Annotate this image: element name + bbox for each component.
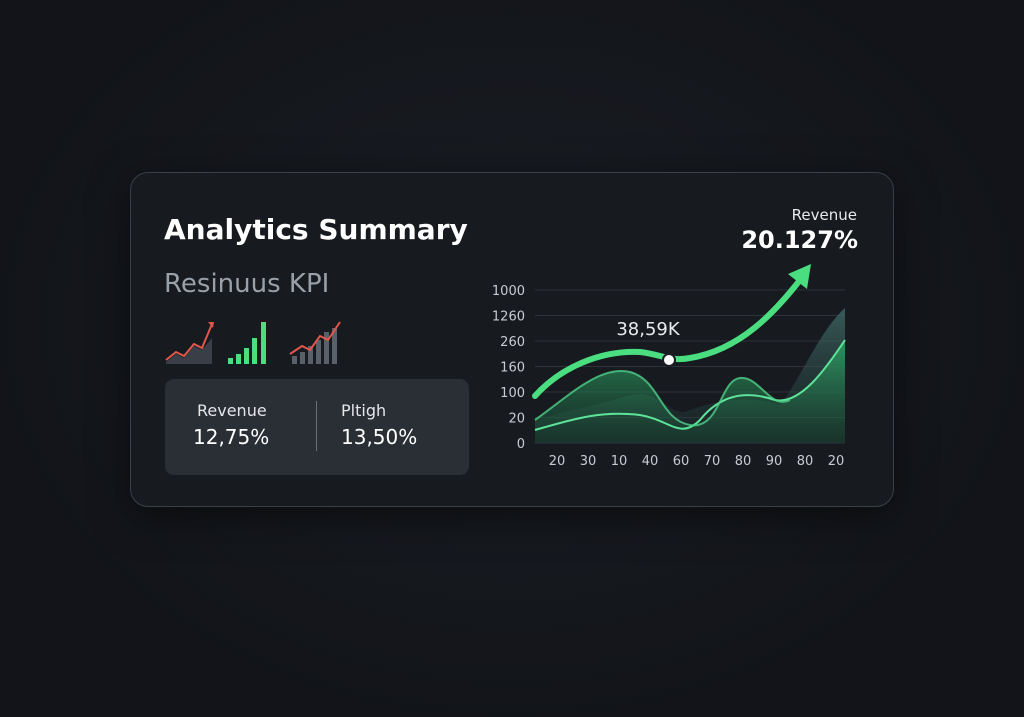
area <box>535 340 845 443</box>
x-tick-label: 30 <box>580 454 597 469</box>
mini-icons <box>165 321 341 364</box>
x-tick-label: 80 <box>735 454 752 469</box>
divider <box>316 401 317 451</box>
kpi-value: 13,50% <box>341 425 418 449</box>
x-tick-label: 10 <box>611 454 628 469</box>
line <box>534 339 846 431</box>
summary-card: Analytics Summary Resinuus KPI Revenue 1… <box>130 172 894 507</box>
y-tick-label: 100 <box>500 386 525 401</box>
headline-label: Revenue <box>792 206 857 224</box>
annotation: 38,59K <box>616 319 681 340</box>
x-tick-label: 70 <box>704 454 721 469</box>
kpi-value: 12,75% <box>193 425 270 449</box>
kpi-label: Pltigh <box>341 401 387 420</box>
x-tick-label: 40 <box>642 454 659 469</box>
y-tick-label: 0 <box>517 437 525 452</box>
line <box>534 369 791 427</box>
marker <box>662 353 676 367</box>
y-tick-label: 20 <box>508 412 525 427</box>
y-tick-label: 1000 <box>492 284 525 299</box>
x-tick-label: 80 <box>797 454 814 469</box>
y-tick-label: 260 <box>500 335 525 350</box>
kpi-box: Revenue 12,75% Pltigh 13,50% <box>165 379 469 475</box>
kpi-label: Revenue <box>197 401 267 420</box>
y-tick-label: 1260 <box>492 310 525 325</box>
subtitle: Resinuus KPI <box>164 269 330 299</box>
x-tick-label: 20 <box>549 454 566 469</box>
x-tick-label: 90 <box>766 454 783 469</box>
y-tick-label: 160 <box>500 361 525 376</box>
arrow-head <box>788 264 811 289</box>
title: Analytics Summary <box>164 213 468 246</box>
x-tick-label: 60 <box>673 454 690 469</box>
headline-value: 20.127% <box>741 226 858 254</box>
x-tick-label: 20 <box>828 454 845 469</box>
